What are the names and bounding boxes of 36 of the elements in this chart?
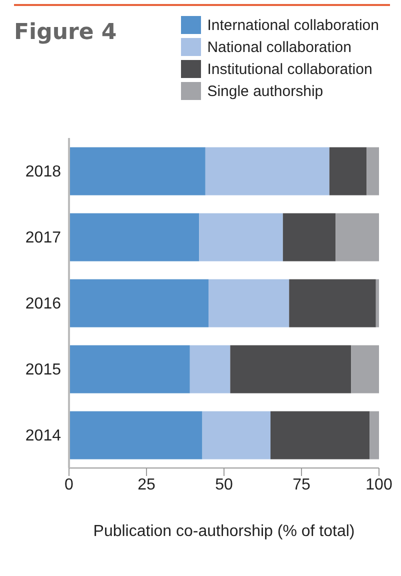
bar — [69, 147, 206, 196]
y-tick-label: 2016 — [25, 296, 62, 313]
x-tick-label: 50 — [215, 476, 233, 494]
y-tick-label: 2017 — [25, 230, 62, 247]
bar — [329, 147, 367, 196]
bar — [351, 345, 379, 394]
bar — [69, 411, 202, 460]
x-tick-label: 100 — [366, 476, 392, 494]
legend-label: Single authorship — [207, 82, 324, 100]
bar — [190, 345, 230, 394]
legend-label: Institutional collaboration — [207, 60, 372, 78]
bar — [205, 147, 330, 196]
bar — [69, 279, 208, 328]
legend-label: International collaboration — [207, 16, 379, 34]
bar — [289, 279, 376, 328]
bar — [199, 213, 283, 262]
x-tick-label: 0 — [64, 476, 74, 494]
legend-label: National collaboration — [207, 38, 352, 56]
bar — [282, 213, 336, 262]
bar — [336, 213, 379, 262]
bar — [202, 411, 270, 460]
y-tick-label: 2014 — [25, 428, 62, 445]
y-tick-label: 2018 — [25, 164, 62, 181]
bar — [69, 213, 200, 262]
bar — [270, 411, 370, 460]
bar — [376, 279, 379, 328]
bar — [208, 279, 290, 328]
x-tick-label: 25 — [138, 476, 156, 494]
chart-title: Figure 4 — [14, 20, 117, 45]
bar — [69, 345, 190, 394]
bar — [230, 345, 352, 394]
x-axis-title: Publication co-authorship (% of total) — [93, 523, 355, 540]
bar — [366, 147, 379, 196]
bar — [370, 411, 379, 460]
y-tick-label: 2015 — [25, 362, 62, 379]
x-tick-label: 75 — [292, 476, 310, 494]
